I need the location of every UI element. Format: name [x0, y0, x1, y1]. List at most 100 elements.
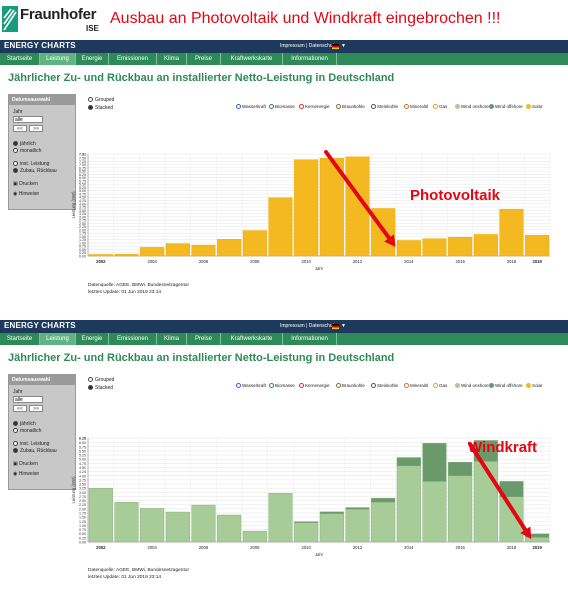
year-select[interactable]: alle: [13, 116, 43, 123]
info-button[interactable]: ◉ Hinweise: [13, 471, 39, 477]
y-tick-label: 2.50: [79, 222, 86, 226]
legend-item-gas[interactable]: Gas: [433, 104, 447, 110]
prev-button[interactable]: <<: [13, 405, 27, 412]
ec-title: ENERGY CHARTS: [4, 321, 76, 330]
mode-stacked[interactable]: Stacked: [88, 385, 113, 391]
legend-item-gas[interactable]: Gas: [433, 383, 447, 389]
radio-annual[interactable]: jährlich: [13, 141, 36, 147]
y-tick-label: 5.75: [79, 445, 86, 449]
info-icon: ◉: [13, 191, 19, 197]
legend-label: Wasserkraft: [242, 383, 266, 388]
legend-item-steinkohle[interactable]: Steinkohle: [371, 383, 398, 389]
print-label: Drucken: [19, 461, 38, 467]
x-tick-label: 2010: [302, 545, 312, 550]
main-nav: Startseite Leistung Energie Emissionen K…: [0, 53, 568, 65]
mode-stacked-label: Stacked: [95, 105, 114, 111]
radio-dot: [13, 148, 18, 154]
mode-stacked[interactable]: Stacked: [88, 105, 113, 111]
nav-kraftwerkskarte[interactable]: Kraftwerkskarte: [221, 333, 283, 345]
radio-inst[interactable]: inst. Leistung: [13, 441, 49, 447]
chevron-down-icon[interactable]: ▼: [341, 323, 346, 329]
legend-item-wasserkraft[interactable]: Wasserkraft: [236, 104, 266, 110]
legend-item-wind-onshore[interactable]: Wind onshore: [455, 104, 489, 110]
legend-item-braunkohle[interactable]: Braunkohle: [336, 383, 365, 389]
legend-item-braunkohle[interactable]: Braunkohle: [336, 104, 365, 110]
bar-wind-onshore-2009: [268, 493, 293, 543]
legend-item-biomasse[interactable]: Biomasse: [269, 104, 295, 110]
nav-emissionen[interactable]: Emissionen: [109, 53, 157, 65]
legend-item-wasserkraft[interactable]: Wasserkraft: [236, 383, 266, 389]
radio-change[interactable]: Zubau, Rückbau: [13, 448, 57, 454]
legend-item-solar[interactable]: Solar: [526, 104, 543, 110]
legend-swatch: [489, 383, 494, 389]
nav-preise[interactable]: Preise: [187, 53, 221, 65]
prev-button[interactable]: <<: [13, 125, 27, 132]
legend-item-kernenergie[interactable]: Kernenergie: [299, 104, 330, 110]
mode-grouped[interactable]: Grouped: [88, 97, 114, 103]
mode-stacked-label: Stacked: [95, 385, 114, 391]
legend-item-kernenergie[interactable]: Kernenergie: [299, 383, 330, 389]
legend-swatch: [455, 383, 460, 389]
y-tick-label: 1.25: [79, 238, 86, 242]
nav-informationen[interactable]: Informationen: [283, 53, 337, 65]
nav-informationen[interactable]: Informationen: [283, 333, 337, 345]
german-flag-icon[interactable]: [332, 324, 339, 329]
info-button[interactable]: ◉ Hinweise: [13, 191, 39, 197]
nav-kraftwerkskarte[interactable]: Kraftwerkskarte: [221, 53, 283, 65]
legend-item-biomasse[interactable]: Biomasse: [269, 383, 295, 389]
legend-item-wind-onshore[interactable]: Wind onshore: [455, 383, 489, 389]
bar-wind-onshore-2019: [525, 537, 550, 543]
legend-item-mineral-l[interactable]: Mineralöl: [404, 383, 428, 389]
legend-item-steinkohle[interactable]: Steinkohle: [371, 104, 399, 110]
year-select[interactable]: alle: [13, 396, 43, 403]
y-tick-label: 1.50: [79, 516, 86, 520]
y-tick-label: 7.81: [79, 153, 86, 157]
radio-monthly[interactable]: monatlich: [13, 148, 41, 154]
nav-leistung[interactable]: Leistung: [40, 333, 76, 345]
radio-dot: [88, 377, 93, 383]
nav-leistung[interactable]: Leistung: [40, 53, 76, 65]
ec-links[interactable]: Impressum | Datenschutz: [280, 323, 337, 329]
nav-klima[interactable]: Klima: [157, 53, 187, 65]
legend-item-wind-offshore[interactable]: Wind offshore: [489, 104, 523, 110]
nav-preise[interactable]: Preise: [187, 333, 221, 345]
legend-swatch: [299, 104, 304, 110]
nav-startseite[interactable]: Startseite: [0, 53, 40, 65]
bar-solar-2002: [88, 254, 113, 257]
radio-annual[interactable]: jährlich: [13, 421, 36, 427]
next-button[interactable]: >>: [29, 405, 43, 412]
x-tick-label: 2002: [96, 545, 106, 550]
radio-monthly[interactable]: monatlich: [13, 428, 41, 434]
legend-label: Steinkohle: [377, 104, 399, 109]
legend-item-wind-offshore[interactable]: Wind offshore: [489, 383, 523, 389]
bar-wind-offshore-2016: [448, 461, 473, 476]
legend-item-mineral-l[interactable]: Mineralöl: [404, 104, 428, 110]
y-tick-label: 3.25: [79, 212, 86, 216]
y-tick-label: 1.25: [79, 520, 86, 524]
mode-grouped[interactable]: Grouped: [88, 377, 114, 383]
y-tick-label: 4.25: [79, 470, 86, 474]
radio-change[interactable]: Zubau, Rückbau: [13, 168, 57, 174]
chevron-down-icon[interactable]: ▼: [341, 43, 346, 49]
x-tick-label: 2008: [250, 259, 260, 264]
legend-item-solar[interactable]: Solar: [526, 383, 543, 389]
nav-startseite[interactable]: Startseite: [0, 333, 40, 345]
radio-inst[interactable]: inst. Leistung: [13, 161, 49, 167]
bar-solar-2010: [294, 159, 319, 257]
bar-solar-2006: [191, 244, 216, 257]
y-tick-label: 3.75: [79, 206, 86, 210]
y-tick-label: 2.75: [79, 495, 86, 499]
print-button[interactable]: ▣ Drucken: [13, 181, 38, 187]
radio-dot: [13, 441, 18, 447]
print-button[interactable]: ▣ Drucken: [13, 461, 38, 467]
german-flag-icon[interactable]: [332, 44, 339, 49]
nav-klima[interactable]: Klima: [157, 333, 187, 345]
y-tick-label: 4.00: [79, 474, 86, 478]
ec-links[interactable]: Impressum | Datenschutz: [280, 43, 337, 49]
x-axis-label: Jahr: [315, 266, 324, 271]
nav-emissionen[interactable]: Emissionen: [109, 333, 157, 345]
nav-energie[interactable]: Energie: [76, 333, 109, 345]
nav-energie[interactable]: Energie: [76, 53, 109, 65]
bar-wind-onshore-2012: [345, 509, 370, 543]
next-button[interactable]: >>: [29, 125, 43, 132]
